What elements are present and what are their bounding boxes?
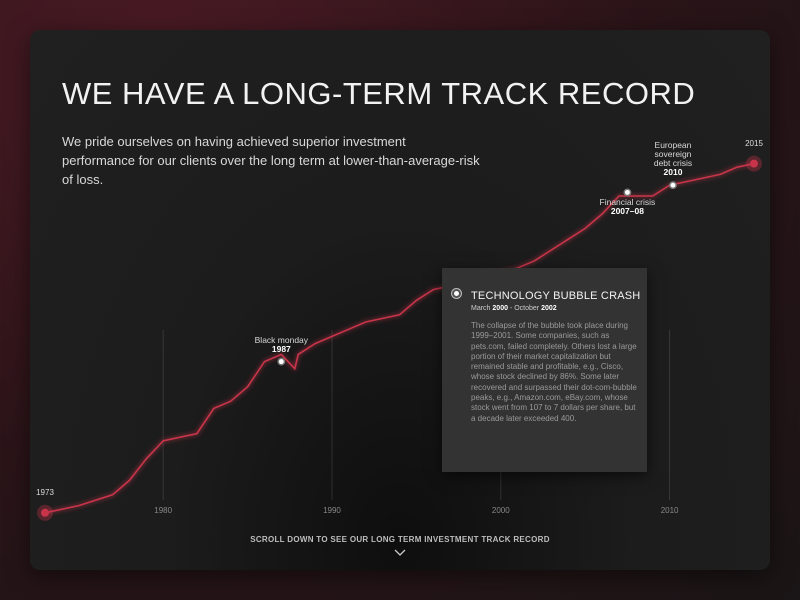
endpoint-dot — [750, 159, 758, 168]
endpoint-label: 2015 — [745, 138, 763, 148]
event-marker — [623, 188, 632, 197]
event-marker — [669, 181, 677, 190]
event-marker — [277, 357, 286, 366]
date-year: 2000 — [492, 305, 508, 312]
x-tick-label: 1980 — [154, 506, 172, 515]
event-name: Financial crisis — [599, 197, 656, 208]
tooltip[interactable]: TECHNOLOGY BUBBLE CRASH March 2000 - Oct… — [442, 268, 647, 472]
event-date: 2010 — [663, 167, 683, 178]
x-tick-label: 2000 — [492, 506, 510, 515]
card: WE HAVE A LONG-TERM TRACK RECORD We prid… — [30, 30, 770, 570]
event-date: 2007–08 — [610, 206, 644, 217]
tooltip-icon — [454, 291, 459, 296]
chart: 1980 1990 2000 2010 — [37, 155, 762, 521]
tooltip-dates: March 2000 - October 2002 — [471, 305, 557, 312]
date-year: 2002 — [541, 305, 557, 312]
tooltip-body: The collapse of the bubble took place du… — [471, 321, 637, 423]
event-label: Financial crisis 2007–08 — [600, 198, 656, 216]
event-name: debt crisis — [653, 158, 693, 169]
date-text: March — [471, 305, 493, 312]
page-title: WE HAVE A LONG-TERM TRACK RECORD — [62, 76, 696, 111]
event-name: Black monday — [254, 334, 309, 345]
chevron-down — [394, 549, 406, 556]
intro-text: We pride ourselves on having achieved su… — [62, 134, 480, 187]
event-name: sovereign — [654, 149, 692, 160]
event-label: European sovereign debt crisis 2010 — [654, 141, 692, 177]
date-text: - October — [507, 305, 542, 312]
event-label: Black monday 1987 — [254, 334, 309, 354]
scroll-text: SCROLL DOWN TO SEE OUR LONG TERM INVESTM… — [250, 535, 550, 544]
x-tick-label: 2010 — [661, 506, 679, 515]
scroll-hint[interactable]: SCROLL DOWN TO SEE OUR LONG TERM INVESTM… — [30, 535, 770, 559]
event-date: 1987 — [271, 343, 291, 354]
event-name: European — [654, 140, 692, 151]
performance-line — [44, 162, 755, 514]
tooltip-title: TECHNOLOGY BUBBLE CRASH — [471, 290, 641, 302]
endpoint-label: 1973 — [36, 487, 54, 497]
x-tick-label: 1990 — [323, 506, 341, 515]
endpoint-dot — [41, 508, 49, 517]
